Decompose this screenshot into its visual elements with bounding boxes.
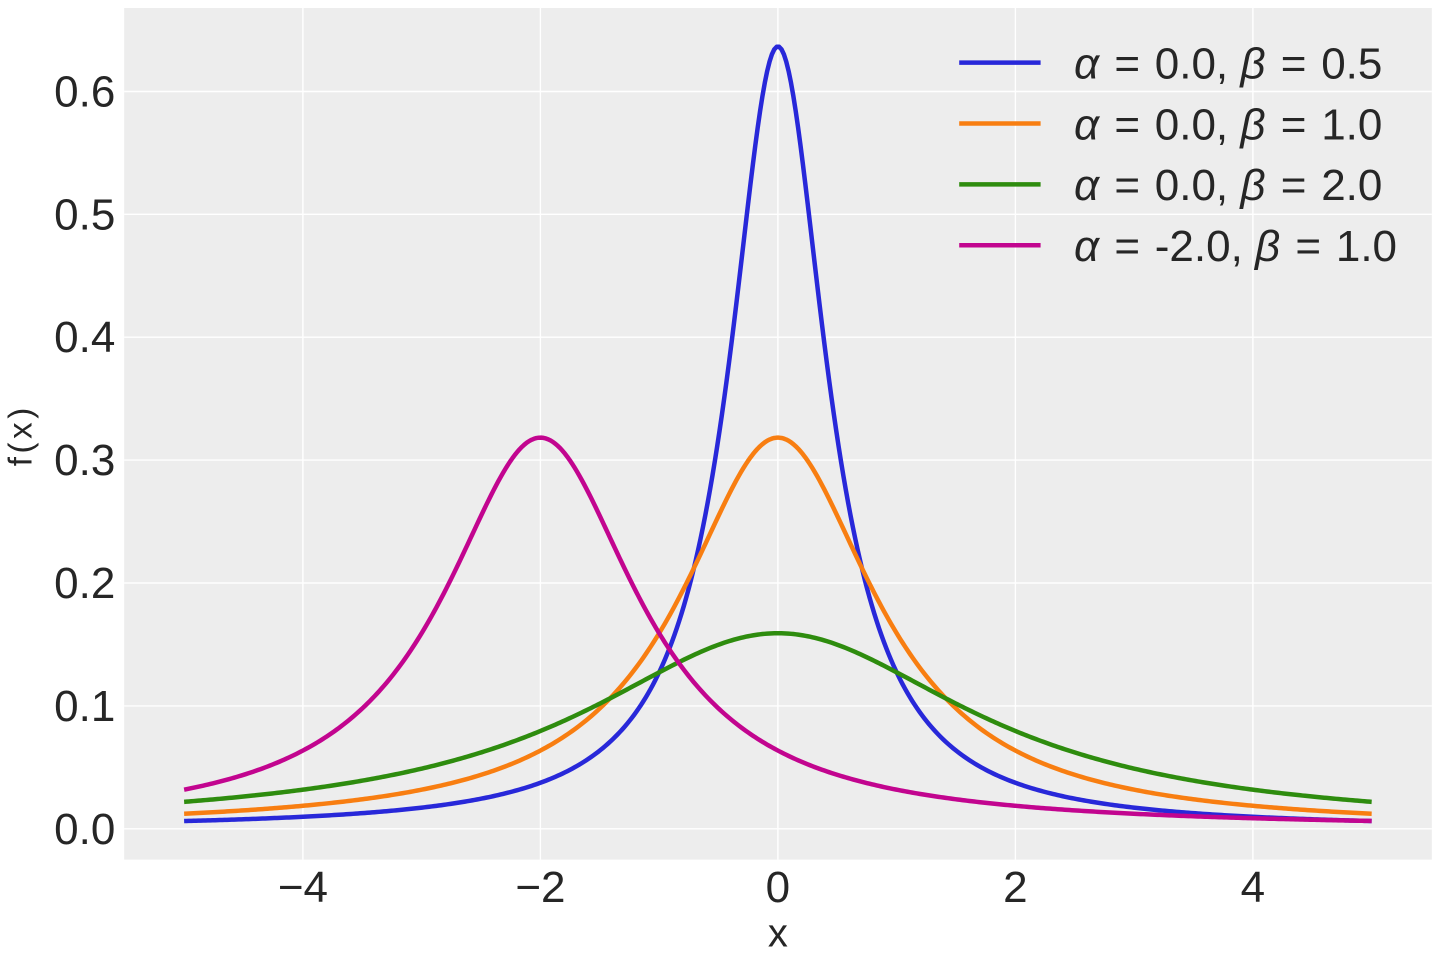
svg-text:0: 0 — [766, 863, 790, 912]
svg-text:0.0: 0.0 — [54, 805, 115, 854]
svg-text:0.6: 0.6 — [54, 68, 115, 117]
svg-text:−2: −2 — [515, 863, 565, 912]
svg-text:0.5: 0.5 — [54, 190, 115, 239]
svg-text:α = 0.0, β = 2.0: α = 0.0, β = 2.0 — [1074, 161, 1382, 210]
svg-text:0.2: 0.2 — [54, 559, 115, 608]
svg-text:0.1: 0.1 — [54, 682, 115, 731]
svg-text:α = -2.0, β = 1.0: α = -2.0, β = 1.0 — [1074, 222, 1397, 271]
svg-text:−4: −4 — [278, 863, 328, 912]
svg-text:x: x — [768, 912, 788, 956]
svg-text:0.4: 0.4 — [54, 313, 115, 362]
svg-text:2: 2 — [1003, 863, 1027, 912]
svg-text:α = 0.0, β = 1.0: α = 0.0, β = 1.0 — [1074, 100, 1382, 149]
svg-text:4: 4 — [1241, 863, 1265, 912]
svg-text:f(x): f(x) — [1, 404, 38, 466]
svg-text:α = 0.0, β = 0.5: α = 0.0, β = 0.5 — [1074, 39, 1382, 88]
svg-text:0.3: 0.3 — [54, 436, 115, 485]
